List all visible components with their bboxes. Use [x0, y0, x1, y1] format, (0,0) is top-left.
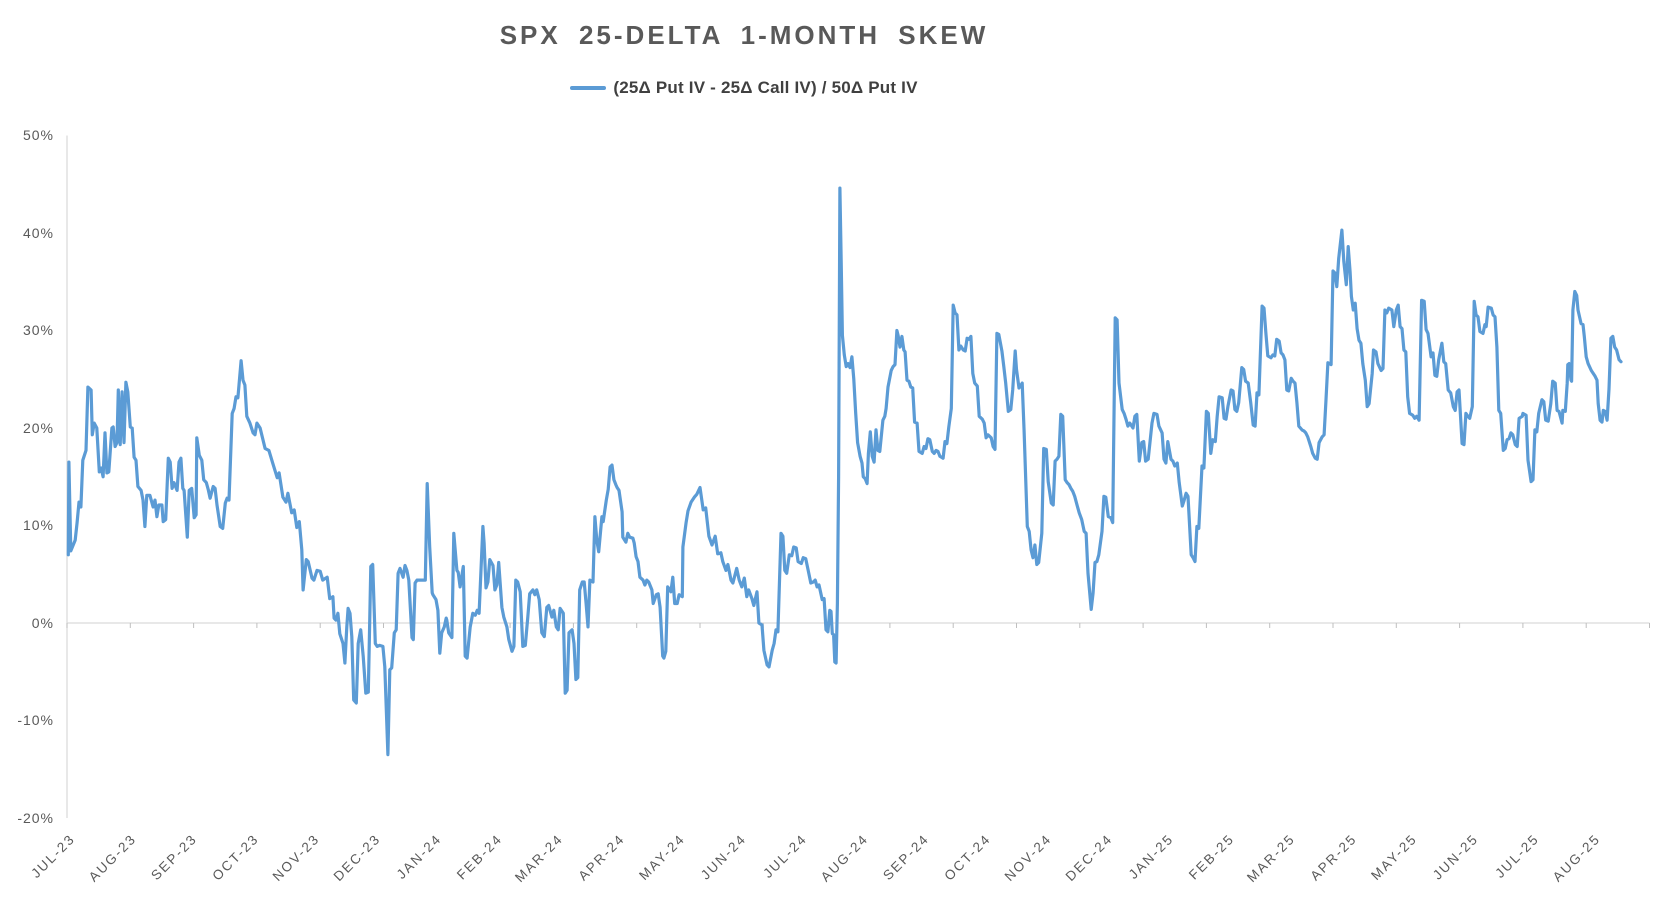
legend-line-swatch — [570, 86, 607, 90]
y-axis-label: 30% — [22, 322, 54, 338]
y-axis-label: 10% — [22, 517, 54, 533]
legend: (25Δ Put IV - 25Δ Call IV) / 50Δ Put IV — [0, 78, 1488, 98]
y-axis-label: 0% — [31, 614, 54, 631]
y-axis-label: 20% — [22, 419, 54, 436]
y-axis-label: -20% — [17, 809, 54, 826]
y-axis-label: 40% — [22, 224, 54, 241]
chart-title: SPX 25-DELTA 1-MONTH SKEW — [499, 20, 989, 50]
y-axis-label: -10% — [17, 712, 54, 728]
series-line — [66, 186, 1623, 757]
y-axis-label: 50% — [22, 127, 54, 143]
legend-label: (25Δ Put IV - 25Δ Call IV) / 50Δ Put IV — [613, 78, 918, 97]
